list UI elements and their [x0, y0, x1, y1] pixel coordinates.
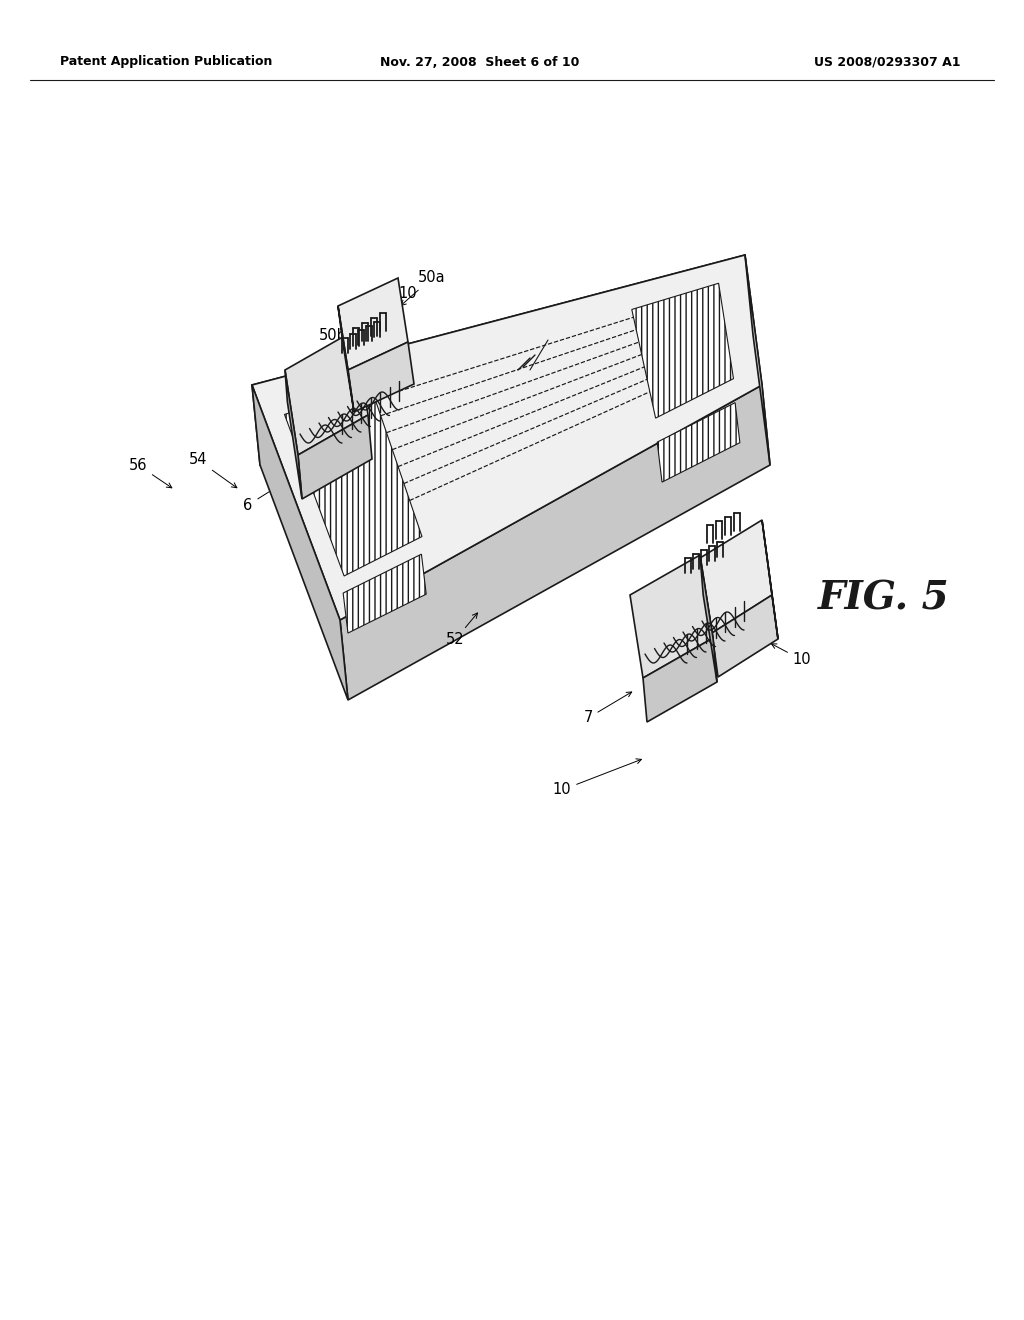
- Polygon shape: [252, 385, 348, 700]
- Text: 10: 10: [286, 403, 304, 437]
- Polygon shape: [745, 255, 770, 465]
- Text: 10: 10: [771, 644, 811, 668]
- Text: 10: 10: [383, 285, 418, 319]
- Polygon shape: [657, 403, 740, 482]
- Polygon shape: [343, 554, 426, 634]
- Text: 10: 10: [553, 759, 641, 797]
- Polygon shape: [338, 279, 408, 370]
- Text: 50b: 50b: [319, 327, 348, 359]
- Text: 6: 6: [544, 322, 567, 355]
- Polygon shape: [712, 595, 778, 677]
- Text: US 2008/0293307 A1: US 2008/0293307 A1: [813, 55, 961, 69]
- Polygon shape: [348, 342, 414, 412]
- Polygon shape: [630, 554, 713, 678]
- Text: FIG. 5: FIG. 5: [818, 579, 949, 616]
- Text: 50: 50: [362, 301, 399, 337]
- Polygon shape: [632, 284, 733, 418]
- Polygon shape: [285, 330, 368, 455]
- Text: 6: 6: [244, 482, 285, 512]
- Polygon shape: [700, 554, 717, 682]
- Polygon shape: [340, 385, 770, 700]
- Text: 7: 7: [584, 692, 632, 726]
- Polygon shape: [252, 255, 762, 620]
- Text: 52: 52: [445, 612, 477, 648]
- Polygon shape: [338, 306, 354, 412]
- Polygon shape: [762, 520, 778, 639]
- Polygon shape: [285, 388, 422, 576]
- Text: 50a: 50a: [401, 271, 445, 305]
- Polygon shape: [285, 370, 302, 499]
- Polygon shape: [643, 638, 717, 722]
- Text: 7: 7: [668, 643, 702, 676]
- Text: Nov. 27, 2008  Sheet 6 of 10: Nov. 27, 2008 Sheet 6 of 10: [380, 55, 580, 69]
- Text: 54: 54: [188, 453, 237, 488]
- Text: Patent Application Publication: Patent Application Publication: [60, 55, 272, 69]
- Polygon shape: [700, 520, 772, 634]
- Polygon shape: [252, 255, 753, 465]
- Polygon shape: [298, 414, 372, 499]
- Text: 56: 56: [129, 458, 172, 488]
